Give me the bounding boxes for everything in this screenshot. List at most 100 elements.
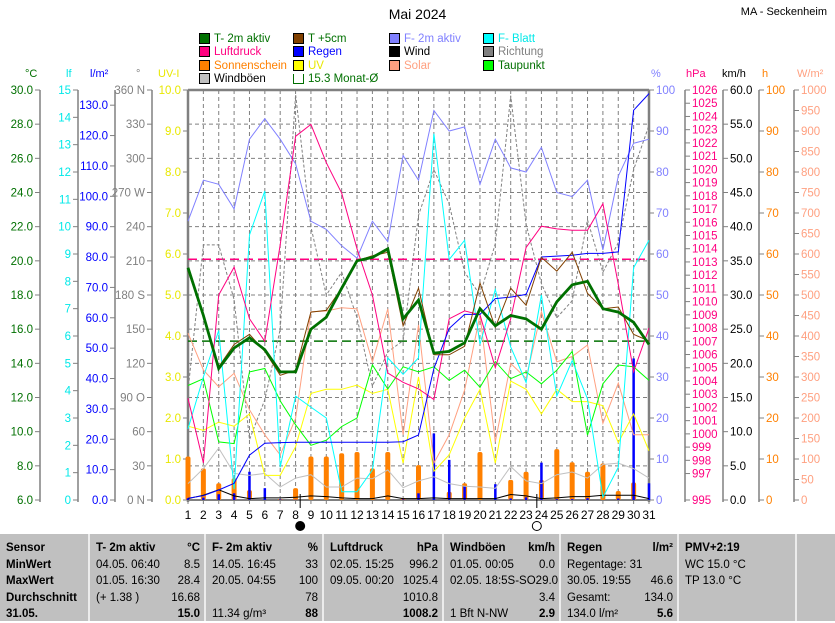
stats-cell-label: 30.05. 19:55 — [567, 573, 631, 590]
stats-cell-label: TP 13.0 °C — [685, 573, 741, 590]
tick-label: 60 — [132, 427, 145, 439]
x-tick-label: 4 — [231, 508, 238, 522]
tick-label: 1016 — [692, 217, 718, 229]
tick-label: 1 — [65, 468, 71, 480]
x-tick-label: 12 — [350, 508, 364, 522]
legend-item: F- 2m aktiv — [389, 32, 461, 45]
stats-cell-value: 46.6 — [651, 573, 673, 590]
tick-label: 100 — [801, 454, 820, 466]
tick-label: 600 — [801, 249, 820, 261]
stats-column — [795, 534, 835, 621]
tick-label: 999 — [692, 442, 711, 454]
stats-column-title: Regen — [567, 540, 602, 557]
axis-unit-label: lf — [66, 68, 72, 80]
stats-cell-value: 33 — [305, 557, 318, 574]
stats-cell-label: Regentage: 31 — [567, 557, 642, 574]
x-tick-label: 6 — [261, 508, 268, 522]
legend-item: Solar — [389, 59, 431, 72]
tick-label: 1018 — [692, 191, 718, 203]
stats-cell-value: 2.9 — [539, 606, 555, 623]
stats-column-unit: °C — [187, 540, 200, 557]
stats-row: 15.0 — [96, 606, 200, 623]
tick-label: 3 — [65, 413, 71, 425]
stats-cell-label: 09.05. 00:20 — [330, 573, 394, 590]
tick-label: 60.0 — [730, 85, 752, 97]
sunshine-bar — [508, 480, 513, 500]
tick-label: 0 — [801, 495, 807, 507]
tick-label: 80 — [656, 167, 669, 179]
stats-column-unit: hPa — [417, 540, 438, 557]
stats-header-row: Luftdruck hPa — [330, 540, 438, 557]
sunshine-bar — [570, 462, 575, 500]
tick-label: 400 — [801, 331, 820, 343]
tick-label: 1006 — [692, 350, 718, 362]
axis-unit-label: UV-I — [158, 68, 179, 80]
rain-bar — [648, 483, 651, 500]
tick-label: 360 N — [114, 85, 145, 97]
tick-label: 450 — [801, 311, 820, 323]
tick-label: 1011 — [692, 283, 717, 295]
stats-row — [803, 573, 831, 590]
legend-label: Windböen — [214, 73, 266, 85]
tick-label: 1008 — [692, 323, 718, 335]
x-tick-label: 25 — [550, 508, 564, 522]
tick-label: 50 — [656, 290, 669, 302]
stats-row: 31.05. — [6, 606, 84, 623]
tick-label: 950 — [801, 106, 820, 118]
tick-label: 40 — [766, 331, 779, 343]
x-tick-label: 11 — [335, 508, 348, 522]
legend-label: Taupunkt — [498, 60, 545, 72]
legend-item: Richtung — [483, 45, 543, 58]
stats-cell-value: 996.2 — [409, 557, 438, 574]
tick-label: 14 — [58, 112, 71, 124]
stats-cell-label: 1 Bft N-NW — [450, 606, 508, 623]
legend-label: Sonnenschein — [214, 60, 287, 72]
stats-header-row — [803, 540, 831, 557]
tick-label: 70 — [766, 208, 779, 220]
x-tick-label: 10 — [320, 508, 334, 522]
tick-label: 1014 — [692, 244, 718, 256]
rain-bar — [217, 494, 220, 500]
tick-label: 35.0 — [730, 256, 752, 268]
tick-label: 18.0 — [11, 290, 33, 302]
tick-label: 900 — [801, 126, 820, 138]
legend-swatch-icon — [483, 60, 494, 71]
tick-label: 60 — [766, 249, 779, 261]
tick-label: 100.0 — [79, 191, 108, 203]
x-tick-label: 21 — [489, 508, 503, 522]
tick-label: 0 — [65, 495, 71, 507]
stats-column-title: Luftdruck — [330, 540, 383, 557]
legend-label: Wind — [404, 46, 430, 58]
tick-label: 998 — [692, 455, 711, 467]
tick-label: 10 — [766, 454, 779, 466]
tick-label: 2.0 — [165, 413, 181, 425]
tick-label: 1012 — [692, 270, 718, 282]
tick-label: 550 — [801, 270, 820, 282]
tick-label: 50.0 — [730, 153, 752, 165]
legend-swatch-icon — [199, 33, 210, 44]
tick-label: 2 — [65, 440, 71, 452]
tick-label: 500 — [801, 290, 820, 302]
stats-cell-label: 11.34 g/m³ — [212, 606, 266, 623]
sunshine-bar — [308, 457, 313, 500]
tick-label: 1002 — [692, 402, 718, 414]
tick-label: 100 — [766, 85, 785, 97]
tick-label: 90 O — [120, 393, 145, 405]
tick-label: 1024 — [692, 111, 718, 123]
tick-label: 40.0 — [730, 222, 752, 234]
tick-label: 300 — [801, 372, 820, 384]
stats-row: WC 15.0 °C — [685, 557, 791, 574]
tick-label: 800 — [801, 167, 820, 179]
legend-swatch-icon — [293, 74, 304, 84]
legend-swatch-icon — [293, 33, 304, 44]
stats-column-title: T- 2m aktiv — [96, 540, 155, 557]
rain-bar — [233, 493, 236, 500]
tick-label: 4 — [65, 386, 72, 398]
tick-label: 200 — [801, 413, 820, 425]
stats-cell-value: 28.4 — [178, 573, 200, 590]
